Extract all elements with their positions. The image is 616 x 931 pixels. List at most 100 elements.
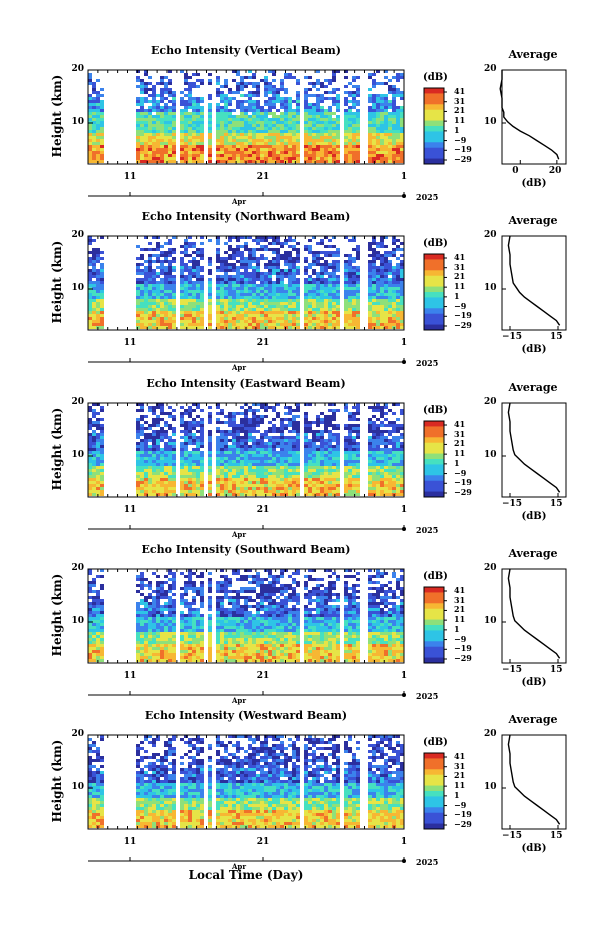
colorbar-tick-label: 31 bbox=[454, 760, 466, 771]
heatmap-cells bbox=[88, 569, 404, 662]
average-profile-plot bbox=[501, 402, 567, 498]
average-y-tick-label: 20 bbox=[484, 230, 497, 240]
beam-panel: Echo Intensity (Southward Beam) Height (k… bbox=[0, 543, 616, 709]
y-tick-label: 20 bbox=[71, 563, 84, 573]
x-month-label: Apr bbox=[232, 862, 247, 871]
colorbar-tick-label: 31 bbox=[454, 594, 466, 605]
colorbar-tick-label: −9 bbox=[454, 467, 467, 478]
colorbar-tick-label: 1 bbox=[454, 457, 460, 468]
colorbar-title: (dB) bbox=[423, 571, 448, 582]
average-x-tick-label: −15 bbox=[502, 665, 523, 675]
beam-panel: Echo Intensity (Vertical Beam) Height (km… bbox=[0, 44, 616, 210]
average-profile-plot bbox=[501, 734, 567, 830]
average-x-tick-label: −15 bbox=[502, 831, 523, 841]
colorbar-tick-label: 11 bbox=[454, 115, 466, 126]
x-tick-label: 21 bbox=[256, 172, 270, 182]
average-x-label: (dB) bbox=[521, 843, 547, 854]
average-title: Average bbox=[508, 214, 558, 227]
colorbar-tick-label: 21 bbox=[454, 438, 466, 449]
colorbar bbox=[423, 752, 447, 830]
colorbar-tick-label: −19 bbox=[454, 477, 472, 488]
colorbar-tick-label: −19 bbox=[454, 809, 472, 820]
colorbar-tick-label: 1 bbox=[454, 623, 460, 634]
colorbar-tick-label: 21 bbox=[454, 770, 466, 781]
x-year-label: 2025 bbox=[416, 525, 439, 535]
y-tick-label: 20 bbox=[71, 729, 84, 739]
beam-panel: Echo Intensity (Westward Beam) Height (km… bbox=[0, 709, 616, 875]
x-month-label: Apr bbox=[232, 363, 247, 372]
average-y-tick-label: 10 bbox=[484, 782, 497, 792]
average-profile-line bbox=[507, 734, 561, 825]
y-tick-label: 10 bbox=[71, 450, 84, 460]
colorbar-tick-label: −19 bbox=[454, 643, 472, 654]
heatmap-plot bbox=[87, 402, 567, 531]
average-x-label: (dB) bbox=[521, 677, 547, 688]
x-tick-label: 21 bbox=[256, 837, 270, 847]
average-x-tick-label: −15 bbox=[502, 499, 523, 509]
colorbar-tick-label: 21 bbox=[454, 105, 466, 116]
x-year-label: 2025 bbox=[416, 192, 439, 202]
colorbar-tick-label: 21 bbox=[454, 604, 466, 615]
colorbar-tick-label: 41 bbox=[454, 252, 466, 262]
average-title: Average bbox=[508, 381, 558, 394]
colorbar-tick-label: −29 bbox=[454, 320, 472, 330]
x-tick-label: 1 bbox=[400, 172, 408, 182]
colorbar bbox=[423, 586, 447, 664]
colorbar bbox=[423, 87, 447, 165]
colorbar-tick-label: 11 bbox=[454, 780, 466, 791]
colorbar-tick-label: 1 bbox=[454, 789, 460, 800]
x-axis-label: Local Time (Day) bbox=[188, 868, 304, 882]
colorbar-title: (dB) bbox=[423, 72, 448, 83]
colorbar-tick-label: 41 bbox=[454, 86, 466, 96]
colorbar-tick-label: −29 bbox=[454, 653, 472, 663]
heatmap-plot bbox=[87, 568, 567, 697]
x-tick-label: 1 bbox=[400, 837, 408, 847]
x-tick-label: 11 bbox=[123, 505, 137, 515]
average-x-label: (dB) bbox=[521, 344, 547, 355]
colorbar-tick-label: −29 bbox=[454, 154, 472, 164]
panel-title: Echo Intensity (Vertical Beam) bbox=[150, 44, 342, 57]
x-year-label: 2025 bbox=[416, 691, 439, 701]
colorbar-tick-label: 41 bbox=[454, 751, 466, 761]
colorbar-tick-label: −19 bbox=[454, 310, 472, 321]
colorbar-tick-label: −9 bbox=[454, 633, 467, 644]
average-x-tick-label: 15 bbox=[550, 831, 563, 841]
colorbar-tick-label: 41 bbox=[454, 585, 466, 595]
colorbar-title: (dB) bbox=[423, 405, 448, 416]
average-y-tick-label: 10 bbox=[484, 616, 497, 626]
x-month-label: Apr bbox=[232, 696, 247, 705]
colorbar-tick-label: −9 bbox=[454, 799, 467, 810]
average-title: Average bbox=[508, 48, 558, 61]
x-tick-label: 1 bbox=[400, 505, 408, 515]
x-tick-label: 11 bbox=[123, 837, 137, 847]
average-x-tick-label: 15 bbox=[550, 499, 563, 509]
colorbar-title: (dB) bbox=[423, 737, 448, 748]
colorbar-title: (dB) bbox=[423, 238, 448, 249]
y-tick-label: 20 bbox=[71, 397, 84, 407]
average-x-tick-label: −15 bbox=[502, 332, 523, 342]
average-x-label: (dB) bbox=[521, 511, 547, 522]
panel-title: Echo Intensity (Northward Beam) bbox=[141, 210, 351, 223]
y-tick-label: 20 bbox=[71, 64, 84, 74]
average-title: Average bbox=[508, 713, 558, 726]
x-tick-label: 11 bbox=[123, 172, 137, 182]
average-x-tick-label: 15 bbox=[550, 332, 563, 342]
colorbar-tick-label: 31 bbox=[454, 95, 466, 106]
average-y-tick-label: 10 bbox=[484, 283, 497, 293]
colorbar-tick-label: 1 bbox=[454, 124, 460, 135]
heatmap-plot bbox=[87, 69, 567, 198]
y-tick-label: 10 bbox=[71, 117, 84, 127]
beam-panel: Echo Intensity (Northward Beam) Height (k… bbox=[0, 210, 616, 376]
average-y-tick-label: 20 bbox=[484, 563, 497, 573]
x-tick-label: 21 bbox=[256, 338, 270, 348]
average-profile-plot bbox=[501, 568, 567, 664]
heatmap-cells bbox=[88, 403, 404, 496]
x-tick-label: 11 bbox=[123, 338, 137, 348]
heatmap-plot bbox=[87, 734, 567, 863]
panel-title: Echo Intensity (Westward Beam) bbox=[144, 709, 348, 722]
average-profile-line bbox=[507, 568, 561, 659]
average-y-tick-label: 20 bbox=[484, 64, 497, 74]
y-tick-label: 20 bbox=[71, 230, 84, 240]
average-y-tick-label: 10 bbox=[484, 450, 497, 460]
